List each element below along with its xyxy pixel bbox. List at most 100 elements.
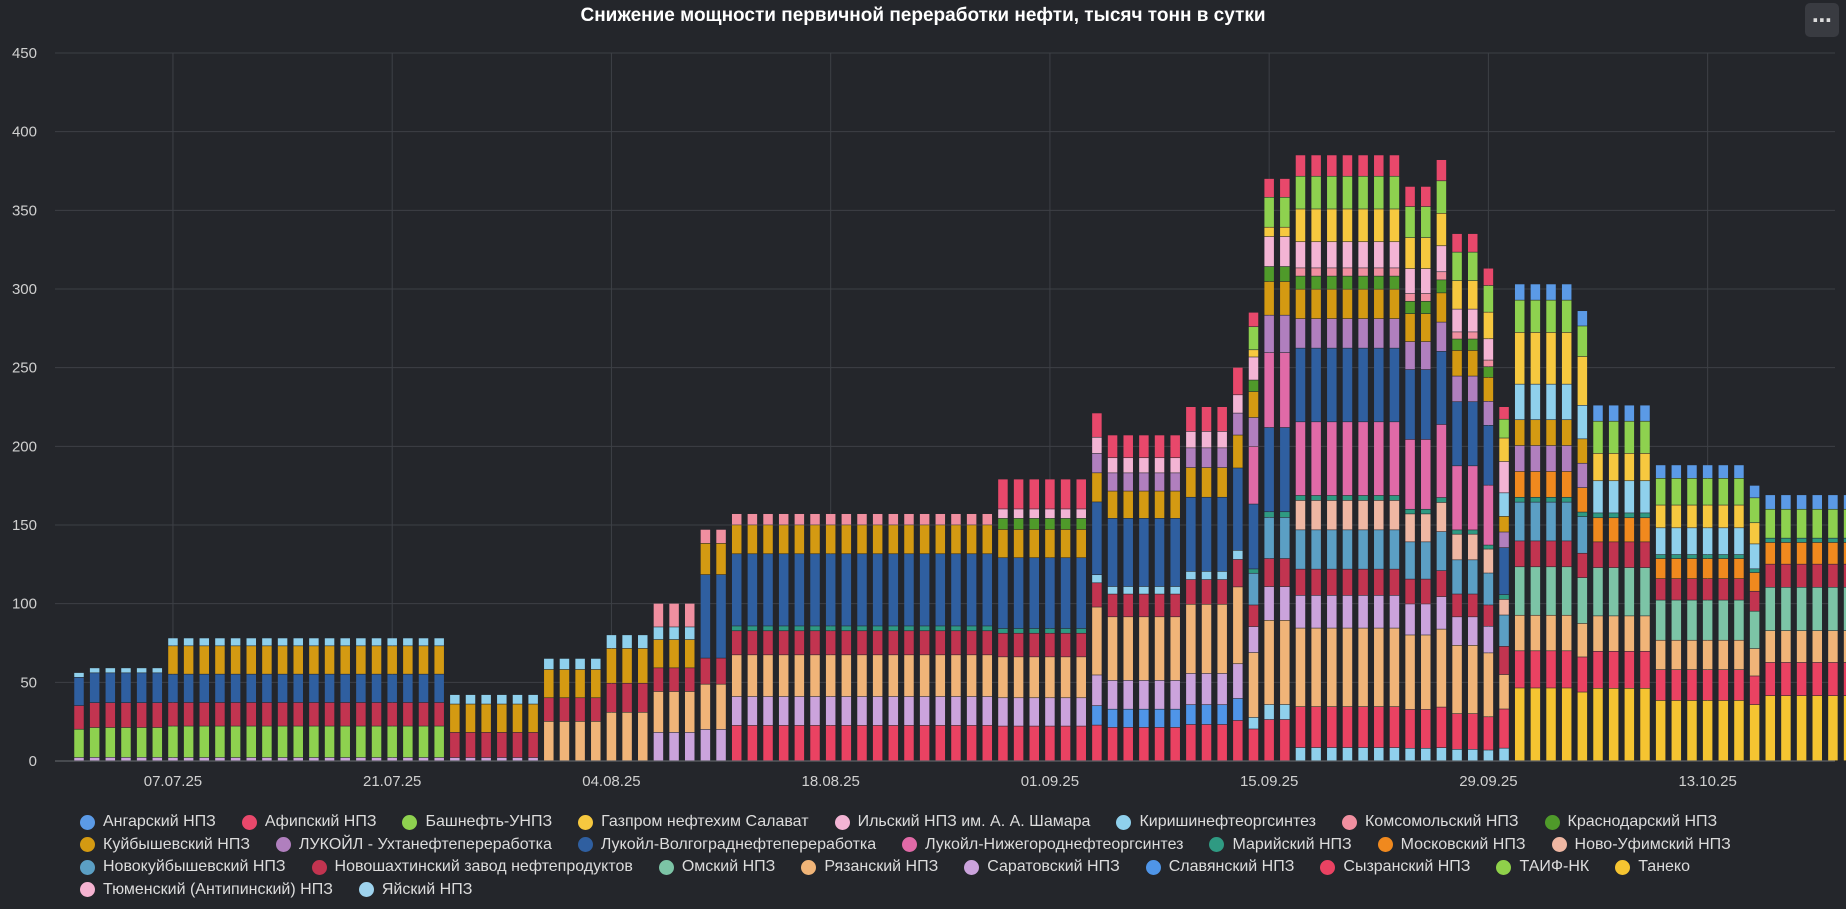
bar-segment[interactable]: [1139, 727, 1149, 761]
bar-segment[interactable]: [1123, 491, 1133, 519]
bar-segment[interactable]: [1186, 673, 1196, 705]
bar-segment[interactable]: [1295, 495, 1306, 501]
bar-segment[interactable]: [951, 554, 961, 626]
bar-segment[interactable]: [356, 646, 366, 674]
bar-segment[interactable]: [1264, 178, 1274, 197]
bar-segment[interactable]: [1389, 747, 1400, 761]
bar-segment[interactable]: [1342, 209, 1353, 242]
bar-segment[interactable]: [747, 631, 758, 655]
bar-segment[interactable]: [1593, 513, 1603, 518]
bar-segment[interactable]: [497, 732, 507, 758]
bar-segment[interactable]: [684, 668, 695, 692]
bar-segment[interactable]: [747, 696, 758, 726]
bar-segment[interactable]: [731, 631, 742, 655]
bar-segment[interactable]: [1264, 352, 1274, 428]
bar-segment[interactable]: [1452, 534, 1462, 560]
bar-segment[interactable]: [919, 655, 930, 697]
bar-segment[interactable]: [497, 694, 507, 704]
bar-segment[interactable]: [841, 725, 852, 761]
bar-segment[interactable]: [778, 725, 789, 761]
bar-segment[interactable]: [152, 668, 163, 673]
bar-segment[interactable]: [1107, 586, 1118, 594]
bar-segment[interactable]: [684, 603, 695, 627]
bar-segment[interactable]: [1624, 513, 1635, 518]
bar-segment[interactable]: [1186, 604, 1196, 674]
bar-segment[interactable]: [1452, 466, 1462, 530]
bar-segment[interactable]: [1499, 532, 1509, 548]
bar-segment[interactable]: [1514, 688, 1525, 761]
bar-segment[interactable]: [152, 673, 163, 703]
legend-item[interactable]: Башнефть-УНПЗ: [402, 811, 552, 833]
bar-segment[interactable]: [638, 648, 648, 683]
bar-segment[interactable]: [1045, 509, 1055, 519]
bar-segment[interactable]: [700, 684, 711, 730]
bar-segment[interactable]: [1781, 564, 1791, 587]
bar-segment[interactable]: [89, 727, 100, 758]
bar-segment[interactable]: [215, 646, 225, 674]
bar-segment[interactable]: [89, 702, 100, 728]
bar-segment[interactable]: [810, 513, 820, 525]
bar-segment[interactable]: [356, 638, 366, 646]
bar-segment[interactable]: [1327, 706, 1337, 748]
bar-segment[interactable]: [1452, 617, 1462, 646]
bar-segment[interactable]: [1593, 405, 1603, 421]
legend-item[interactable]: Ильский НПЗ им. А. А. Шамара: [834, 811, 1090, 833]
bar-segment[interactable]: [1530, 284, 1541, 300]
bar-segment[interactable]: [1342, 569, 1353, 596]
bar-segment[interactable]: [1248, 357, 1259, 380]
bar-segment[interactable]: [1327, 348, 1337, 422]
bar-segment[interactable]: [465, 694, 476, 704]
bar-segment[interactable]: [1436, 502, 1447, 532]
bar-segment[interactable]: [919, 525, 930, 554]
bar-segment[interactable]: [1514, 284, 1525, 300]
bar-segment[interactable]: [1671, 554, 1682, 559]
bar-segment[interactable]: [700, 658, 711, 684]
bar-segment[interactable]: [1467, 530, 1478, 534]
bar-segment[interactable]: [1217, 724, 1227, 761]
bar-segment[interactable]: [1092, 473, 1102, 502]
bar-segment[interactable]: [1092, 725, 1102, 761]
bar-segment[interactable]: [1264, 197, 1274, 227]
bar-segment[interactable]: [1311, 242, 1321, 268]
bar-segment[interactable]: [324, 726, 335, 758]
bar-segment[interactable]: [121, 668, 131, 673]
bar-segment[interactable]: [998, 726, 1008, 761]
bar-segment[interactable]: [888, 631, 899, 655]
bar-segment[interactable]: [105, 668, 116, 673]
bar-segment[interactable]: [1467, 350, 1478, 376]
bar-segment[interactable]: [230, 757, 241, 761]
bar-segment[interactable]: [356, 702, 366, 726]
bar-segment[interactable]: [606, 648, 617, 683]
bar-segment[interactable]: [1013, 628, 1024, 633]
bar-segment[interactable]: [1577, 692, 1588, 761]
bar-segment[interactable]: [966, 525, 977, 554]
bar-segment[interactable]: [716, 684, 726, 730]
bar-segment[interactable]: [904, 725, 914, 761]
bar-segment[interactable]: [653, 603, 664, 627]
bar-segment[interactable]: [1013, 518, 1024, 530]
bar-segment[interactable]: [1843, 587, 1846, 631]
bar-segment[interactable]: [1405, 301, 1415, 314]
bar-segment[interactable]: [998, 518, 1008, 530]
legend-item[interactable]: Новошахтинский завод нефтепродуктов: [311, 856, 633, 878]
bar-segment[interactable]: [1201, 448, 1212, 468]
bar-segment[interactable]: [857, 725, 867, 761]
bar-segment[interactable]: [1499, 407, 1509, 419]
bar-segment[interactable]: [277, 726, 288, 758]
bar-segment[interactable]: [1327, 747, 1337, 761]
bar-segment[interactable]: [1060, 509, 1071, 519]
bar-segment[interactable]: [1514, 541, 1525, 567]
bar-segment[interactable]: [1530, 332, 1541, 384]
bar-segment[interactable]: [403, 638, 413, 646]
bar-segment[interactable]: [371, 702, 382, 726]
bar-segment[interactable]: [1436, 629, 1447, 707]
legend-item[interactable]: ТАИФ-НК: [1496, 856, 1589, 878]
bar-segment[interactable]: [1608, 542, 1619, 568]
bar-segment[interactable]: [1405, 314, 1415, 342]
bar-segment[interactable]: [1436, 424, 1447, 498]
bar-segment[interactable]: [1389, 569, 1400, 596]
bar-segment[interactable]: [1233, 664, 1243, 699]
bar-segment[interactable]: [888, 626, 899, 631]
bar-segment[interactable]: [434, 702, 444, 726]
bar-segment[interactable]: [1139, 518, 1149, 587]
